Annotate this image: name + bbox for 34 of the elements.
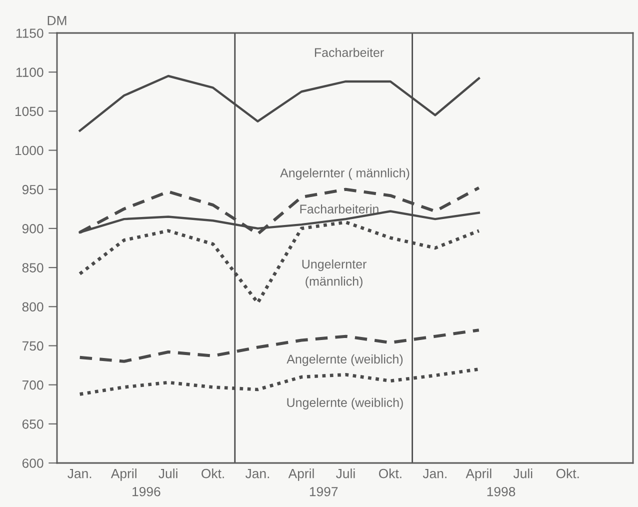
x-tick-label: Jan. (245, 469, 270, 478)
y-tick-label: 1100 (16, 68, 44, 77)
y-tick-label: 900 (22, 224, 44, 234)
x-tick-label: Juli (336, 468, 355, 478)
x-tick-label: Okt. (202, 468, 224, 478)
x-tick-label: April (110, 468, 136, 481)
y-tick-label: 1000 (15, 146, 44, 156)
y-tick-label: 600 (22, 458, 44, 468)
series-label: Ungelernter (männlich) (302, 259, 367, 288)
x-tick-label: Okt. (556, 468, 579, 478)
x-tick-label: Jan. (422, 469, 446, 478)
x-tick-label: Okt. (378, 468, 402, 478)
x-tick-label: Jan. (68, 469, 92, 478)
series-label: Facharbeiter (314, 48, 384, 57)
y-tick-label: 650 (22, 419, 44, 429)
y-tick-label: 1150 (16, 28, 44, 38)
y-tick-label: 700 (22, 380, 44, 390)
text: 1996 (132, 486, 160, 496)
series-label: Facharbeiterin (300, 204, 378, 214)
y-tick-label: 850 (22, 263, 44, 272)
y-axis-title: DM (48, 16, 66, 26)
y-tick-label: 750 (22, 341, 44, 351)
y-tick-label: 1050 (15, 106, 44, 116)
x-tick-label: April (288, 468, 314, 481)
y-tick-label: 950 (22, 184, 44, 194)
series-label: Ungelernte (weiblich) (287, 398, 403, 410)
text: 1997 (310, 486, 338, 496)
y-tick-label: 800 (22, 302, 44, 312)
series-label: Angelernte (weiblich) (286, 354, 403, 366)
x-tick-label: Juli (158, 468, 178, 478)
x-tick-label: April (466, 468, 492, 481)
text: 1998 (487, 486, 516, 496)
series-label: Angelernter ( männlich) (280, 168, 410, 180)
x-tick-label: Juli (513, 468, 532, 478)
